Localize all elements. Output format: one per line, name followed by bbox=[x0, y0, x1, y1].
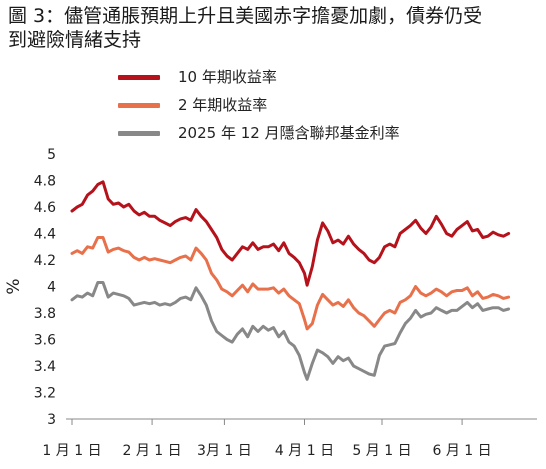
legend-label-10y: 10 年期收益率 bbox=[178, 68, 277, 86]
y-tick-label: 3.2 bbox=[34, 386, 56, 402]
y-tick-label: 4 bbox=[47, 280, 56, 296]
y-tick-label: 3.4 bbox=[34, 359, 56, 375]
chart-title-line-1: 圖 3：儘管通脹預期上升且美國赤字擔憂加劇，債券仍受 bbox=[8, 5, 483, 27]
series-line-10y bbox=[70, 180, 511, 287]
legend-swatch-10y bbox=[118, 75, 160, 80]
legend-label-fed-funds: 2025 年 12 月隱含聯邦基金利率 bbox=[178, 124, 400, 142]
y-tick-label: 4.8 bbox=[34, 174, 56, 190]
y-tick-label: 5 bbox=[47, 147, 56, 163]
x-tick-label: 1 月 1 日 bbox=[42, 443, 101, 459]
series-line-2y bbox=[70, 236, 511, 331]
y-tick-label: 3.6 bbox=[34, 333, 56, 349]
x-tick-label: 2 月 1 日 bbox=[122, 443, 181, 459]
legend-swatch-fed-funds bbox=[118, 131, 160, 136]
x-tick-label: 4 月 1 日 bbox=[275, 443, 334, 459]
x-tick-label: 6 月 1 日 bbox=[432, 443, 491, 459]
x-tick-label: 5 月 1 日 bbox=[352, 443, 411, 459]
series-line-fed-funds bbox=[70, 281, 511, 381]
y-tick-label: 4.2 bbox=[34, 253, 56, 269]
y-tick-label: 4.4 bbox=[34, 227, 56, 243]
chart-title-line-2: 到避險情緒支持 bbox=[8, 29, 142, 51]
y-axis-label: % bbox=[4, 278, 24, 294]
legend-label-2y: 2 年期收益率 bbox=[178, 96, 268, 114]
x-tick-label: 3月 1 日 bbox=[197, 443, 252, 459]
chart-title: 圖 3：儘管通脹預期上升且美國赤字擔憂加劇，債券仍受 到避險情緒支持 bbox=[8, 4, 538, 52]
y-tick-label: 4.6 bbox=[34, 200, 56, 216]
y-tick-label: 3.8 bbox=[34, 306, 56, 322]
legend-swatch-2y bbox=[118, 103, 160, 108]
y-tick-label: 3 bbox=[47, 412, 56, 428]
